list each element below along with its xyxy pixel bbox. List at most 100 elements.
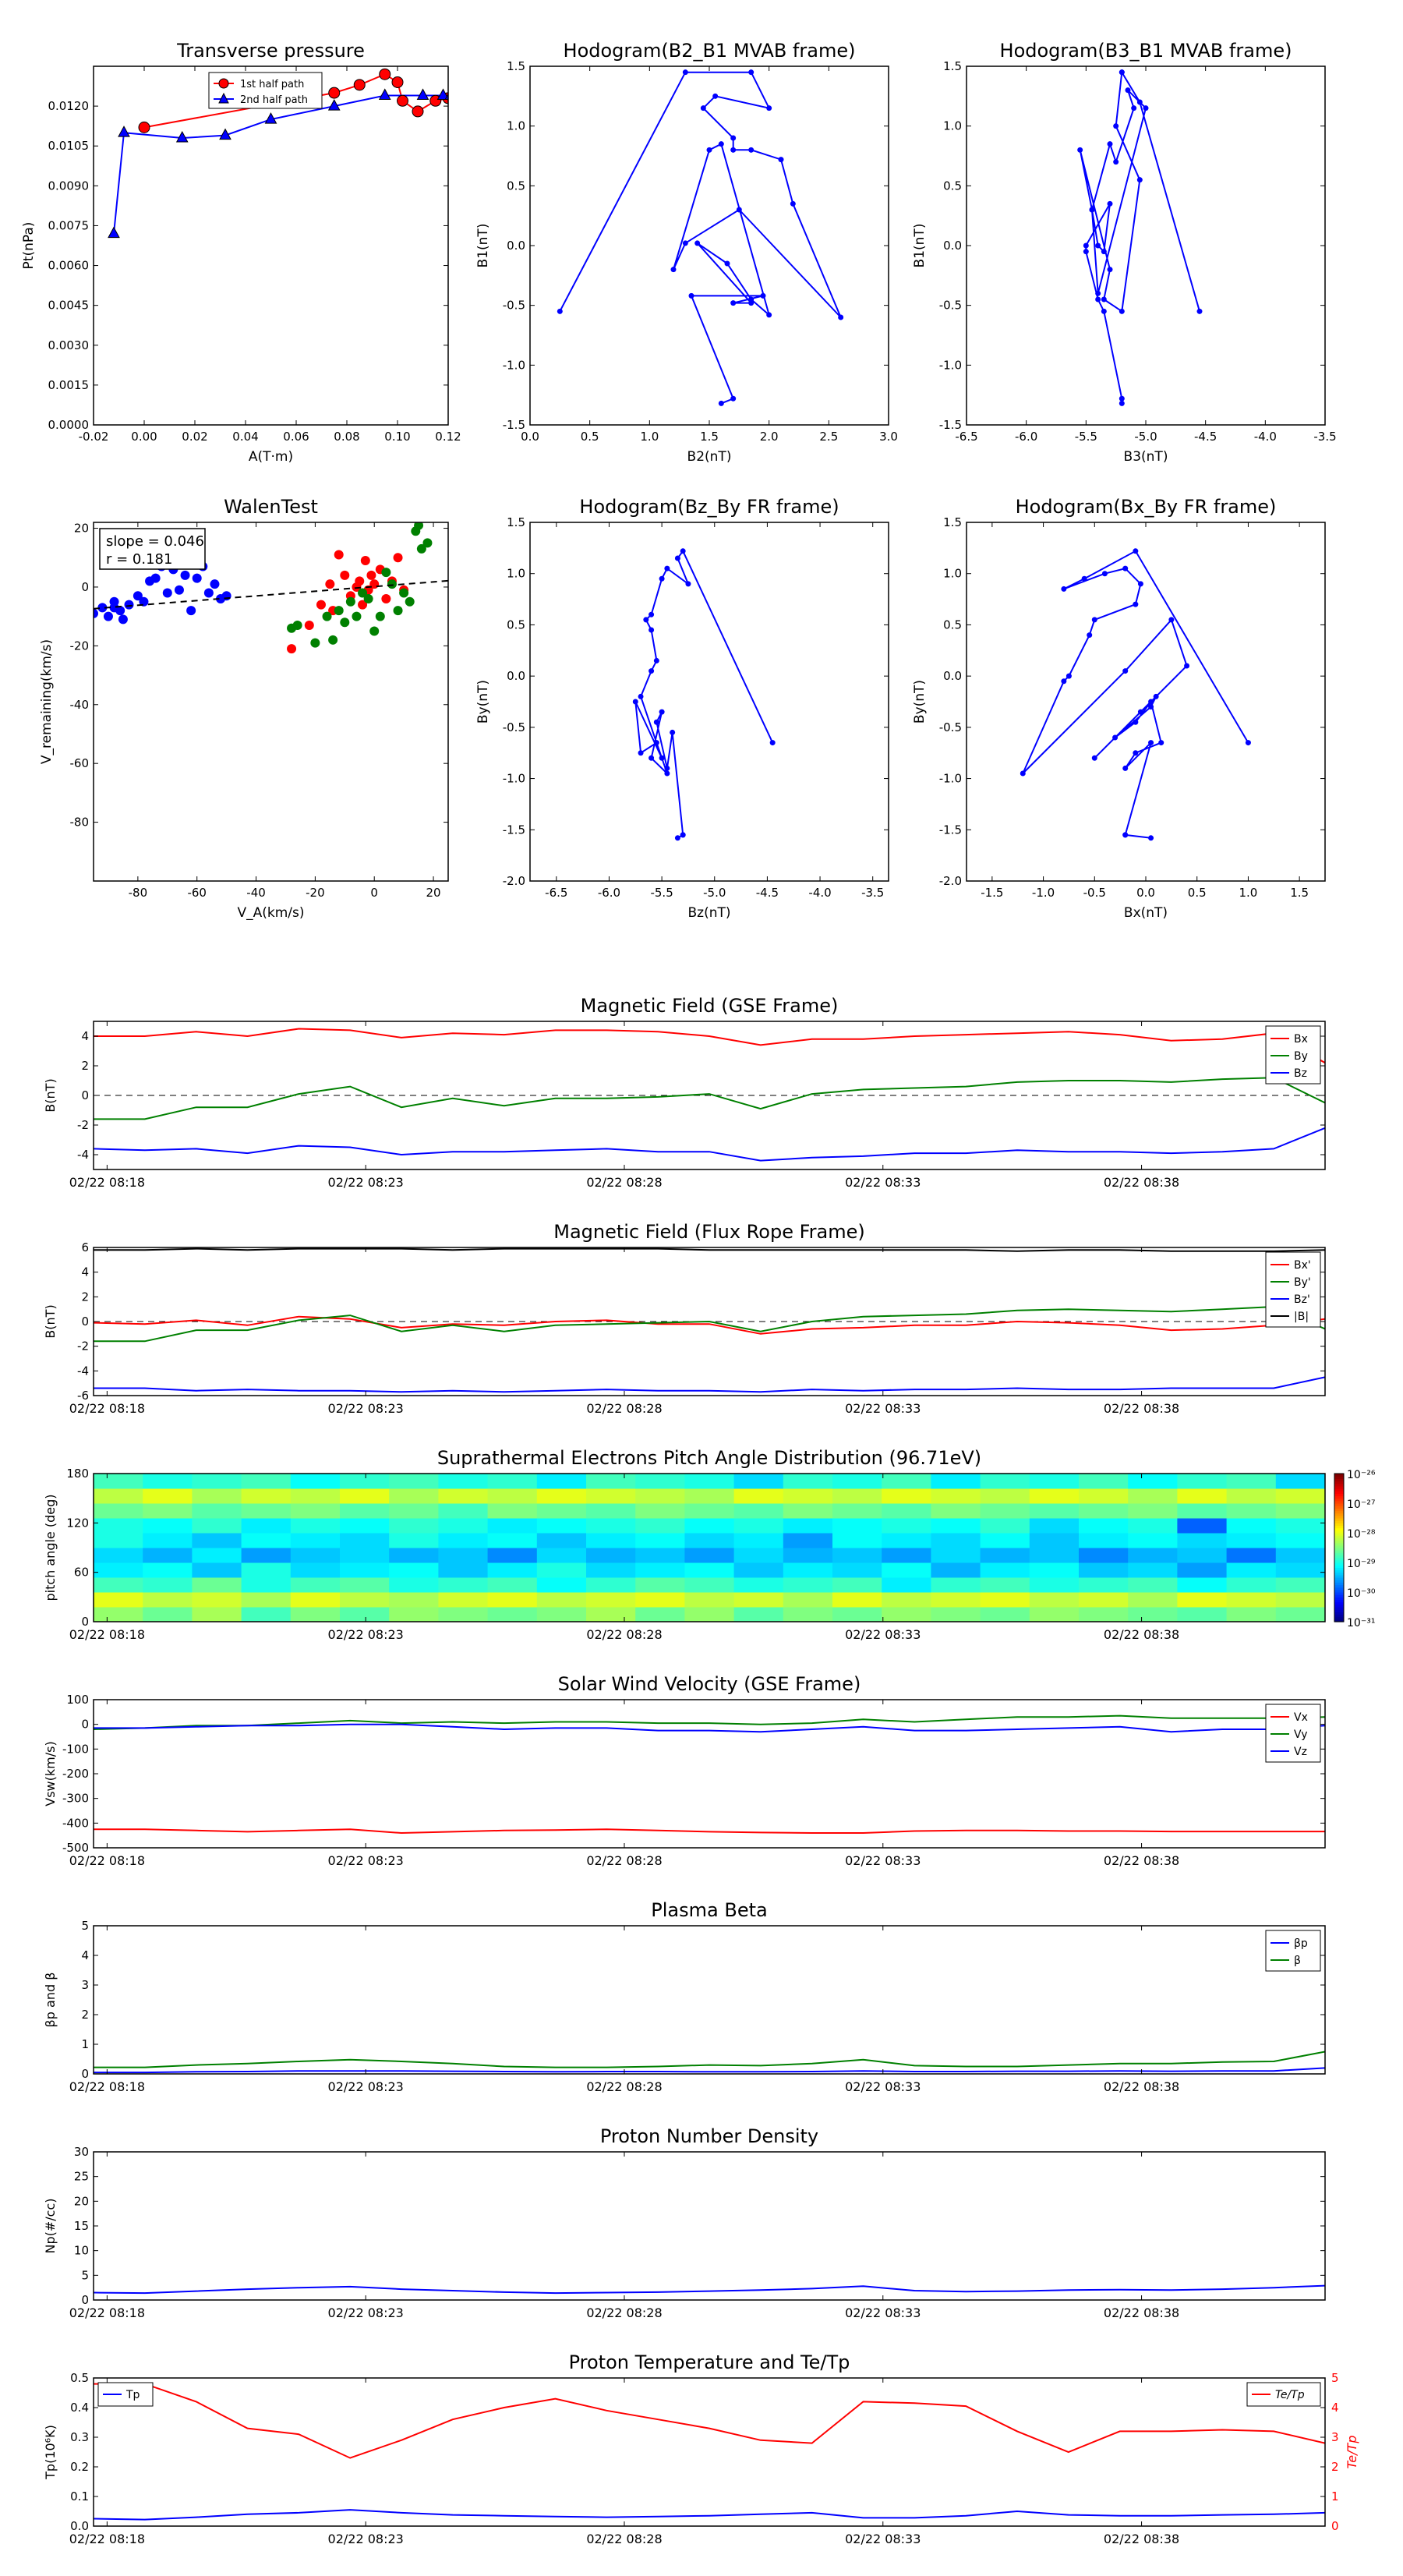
heatmap-cell bbox=[1226, 1474, 1277, 1489]
series-line-Vy bbox=[94, 1714, 1325, 1730]
heatmap-cell bbox=[536, 1533, 587, 1548]
heatmap-cell bbox=[1226, 1518, 1277, 1534]
ytick-label: -200 bbox=[62, 1767, 89, 1781]
hodogram-point bbox=[1125, 87, 1131, 94]
y-axis-label: Tp(10⁶K) bbox=[43, 2425, 58, 2480]
panel-ytick-label: 1.5 bbox=[507, 59, 525, 73]
time-panel-frame bbox=[93, 2377, 1326, 2527]
time-panel-2: Suprathermal Electrons Pitch Angle Distr… bbox=[43, 1447, 1376, 1642]
heatmap-cell bbox=[1275, 1548, 1325, 1563]
hodogram-point bbox=[674, 835, 680, 841]
heatmap-cell bbox=[94, 1533, 143, 1548]
colorbar-segment bbox=[1334, 1545, 1344, 1548]
walen-point-green bbox=[340, 617, 350, 628]
y-axis-label: Np(#/cc) bbox=[43, 2199, 58, 2254]
heatmap-cell bbox=[1275, 1592, 1325, 1608]
hodogram-point bbox=[1077, 147, 1083, 153]
hodogram-point bbox=[1101, 249, 1107, 255]
panel-xtick-label: 20 bbox=[426, 886, 440, 900]
hodogram-point bbox=[643, 617, 649, 623]
walen-point-blue bbox=[139, 596, 149, 607]
heatmap-cell bbox=[1029, 1533, 1080, 1548]
panel-ytick-label: 0.0 bbox=[943, 669, 962, 683]
walen-point-blue bbox=[97, 603, 108, 613]
colorbar-segment bbox=[1334, 1535, 1344, 1538]
colorbar-segment bbox=[1334, 1474, 1344, 1477]
xtick-label: 02/22 08:38 bbox=[1104, 2305, 1179, 2320]
ytick-label: -4 bbox=[77, 1364, 89, 1378]
hodogram-point bbox=[680, 832, 686, 838]
colorbar-segment bbox=[1334, 1481, 1344, 1484]
ytick-label: -6 bbox=[77, 1389, 89, 1403]
plot-area bbox=[1077, 69, 1203, 406]
series-line-Bz bbox=[94, 1127, 1325, 1162]
panel-ytick-label: -1.5 bbox=[503, 823, 525, 837]
walen-point-green bbox=[322, 611, 332, 621]
walen-point-red bbox=[316, 600, 326, 610]
series-line-B bbox=[94, 1247, 1325, 1252]
panel-ytick-label: -1.0 bbox=[503, 772, 525, 786]
heatmap-cell bbox=[1128, 1533, 1178, 1548]
plot-area bbox=[94, 1028, 1325, 1162]
xtick-label: 02/22 08:23 bbox=[328, 2532, 404, 2546]
legend-label: By' bbox=[1294, 1276, 1311, 1289]
legend-label: Vy bbox=[1294, 1729, 1308, 1741]
xtick-label: 02/22 08:38 bbox=[1104, 1401, 1179, 1416]
time-panel-4: Plasma Beta βp β 0 1 2 3 4 5 02/22 08:18 02/22 08:… bbox=[43, 1899, 1326, 2094]
heatmap-cell bbox=[1177, 1562, 1228, 1578]
series-2nd-half-point bbox=[118, 126, 130, 137]
colorbar-segment bbox=[1334, 1500, 1344, 1504]
panel-ytick-label: -1.0 bbox=[939, 772, 962, 786]
heatmap-cell bbox=[1079, 1474, 1129, 1489]
heatmap-cell bbox=[980, 1474, 1030, 1489]
panel-xtick-label: -6.5 bbox=[955, 430, 977, 444]
heatmap-cell bbox=[733, 1562, 784, 1578]
walen-point-blue bbox=[192, 573, 202, 583]
walen-slope-text: slope = 0.046 bbox=[106, 533, 204, 550]
heatmap-cell bbox=[635, 1474, 685, 1489]
heatmap-cell bbox=[438, 1562, 489, 1578]
plot-area bbox=[94, 2051, 1325, 2074]
panel-frame bbox=[93, 522, 449, 882]
heatmap-cell bbox=[586, 1562, 636, 1578]
heatmap-cell bbox=[980, 1548, 1030, 1563]
hodogram-line bbox=[634, 549, 774, 839]
heatmap-cell bbox=[438, 1474, 489, 1489]
colorbar-segment bbox=[1334, 1582, 1344, 1586]
hodogram-point bbox=[736, 207, 742, 213]
colorbar-label: 10⁻³¹ bbox=[1347, 1617, 1375, 1629]
ytick-right-label: 4 bbox=[1331, 2401, 1339, 2415]
colorbar-label: 10⁻³⁰ bbox=[1347, 1587, 1376, 1600]
ytick-label: 0.2 bbox=[70, 2460, 89, 2474]
heatmap-cell bbox=[1128, 1503, 1178, 1519]
panel-xtick-label: 1.0 bbox=[1239, 886, 1257, 900]
heatmap-cell bbox=[980, 1607, 1030, 1622]
heatmap-cell bbox=[241, 1503, 292, 1519]
hodogram-point bbox=[1122, 565, 1129, 571]
panel-xtick-label: 0.04 bbox=[232, 430, 258, 444]
x-axis-label: B3(nT) bbox=[1124, 449, 1168, 465]
hodogram-point bbox=[730, 300, 737, 306]
walen-point-blue bbox=[115, 606, 125, 616]
series-line-Tp bbox=[94, 2509, 1325, 2521]
panel-4: Hodogram(Bz_By FR frame) -2.0 -1.5 -1.0 -0.5… bbox=[475, 496, 889, 921]
heatmap-cell bbox=[487, 1592, 538, 1608]
heatmap-cell bbox=[586, 1503, 636, 1519]
heatmap-cell bbox=[192, 1607, 242, 1622]
hodogram-point bbox=[648, 668, 655, 674]
heatmap-cell bbox=[389, 1577, 439, 1593]
panel-ytick-label: 0.0000 bbox=[48, 418, 90, 432]
hodogram-point bbox=[718, 141, 724, 147]
heatmap-cell bbox=[684, 1533, 735, 1548]
ytick-label: 0.3 bbox=[70, 2430, 89, 2444]
heatmap-cell bbox=[192, 1518, 242, 1534]
heatmap-cell bbox=[733, 1533, 784, 1548]
series-1st-half-point bbox=[328, 87, 341, 99]
ytick-label: -300 bbox=[62, 1792, 89, 1806]
hodogram-point bbox=[682, 240, 688, 246]
walen-point-blue bbox=[174, 585, 184, 595]
colorbar-segment bbox=[1334, 1508, 1344, 1512]
heatmap-cell bbox=[980, 1503, 1030, 1519]
